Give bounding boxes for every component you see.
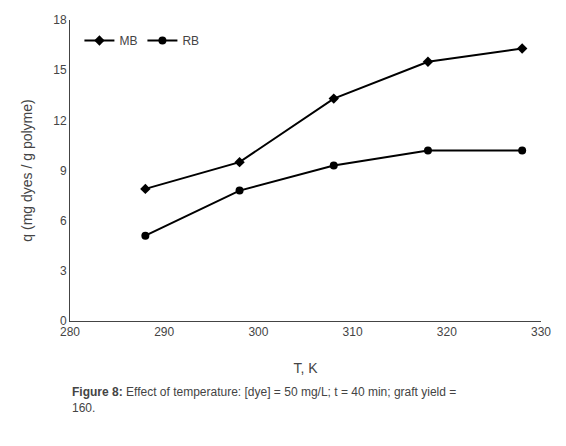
- svg-text:280: 280: [60, 325, 80, 339]
- svg-text:330: 330: [531, 325, 551, 339]
- svg-text:300: 300: [248, 325, 268, 339]
- svg-text:RB: RB: [182, 34, 199, 48]
- svg-text:18: 18: [53, 13, 67, 27]
- svg-text:290: 290: [154, 325, 174, 339]
- svg-text:MB: MB: [119, 34, 137, 48]
- svg-text:3: 3: [60, 264, 67, 278]
- svg-text:320: 320: [437, 325, 457, 339]
- svg-text:15: 15: [53, 63, 67, 77]
- svg-text:310: 310: [343, 325, 363, 339]
- svg-text:q (mg dyes / g polyme): q (mg dyes / g polyme): [19, 99, 35, 241]
- svg-text:12: 12: [53, 114, 67, 128]
- svg-text:Figure 8: Effect of temperatur: Figure 8: Effect of temperature: [dye] =…: [72, 385, 456, 415]
- svg-text:6: 6: [60, 214, 67, 228]
- svg-text:9: 9: [60, 164, 67, 178]
- svg-text:0: 0: [60, 314, 67, 328]
- svg-text:T, K: T, K: [293, 360, 318, 376]
